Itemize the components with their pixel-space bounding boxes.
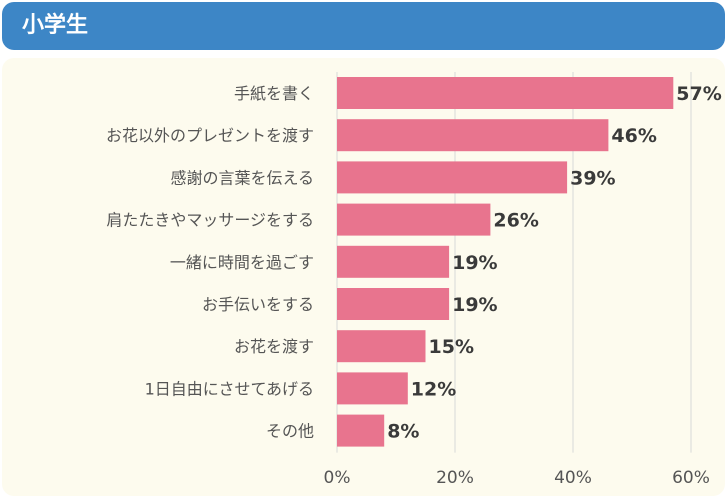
category-label: 手紙を書く (234, 84, 314, 103)
category-label: お手伝いをする (202, 295, 314, 314)
category-label: その他 (266, 422, 314, 441)
bar (337, 245, 450, 278)
bar (337, 414, 385, 447)
bar (337, 119, 609, 152)
x-tick-label: 40% (554, 468, 592, 488)
chart-title: 小学生 (22, 13, 89, 38)
chart-header: 小学生 (2, 2, 725, 50)
value-label: 19% (452, 252, 497, 274)
bar (337, 288, 450, 320)
value-label: 46% (611, 125, 656, 147)
bar (337, 77, 674, 109)
value-label: 39% (570, 167, 615, 189)
category-label: お花以外のプレゼントを渡す (106, 126, 314, 145)
value-label: 15% (429, 336, 474, 358)
category-label: 一緒に時間を過ごす (170, 253, 314, 272)
category-label: お花を渡す (234, 337, 314, 356)
value-label: 57% (676, 83, 721, 105)
bar (337, 203, 491, 236)
value-label: 26% (493, 210, 538, 232)
bar (337, 161, 568, 194)
bar (337, 330, 426, 363)
category-label: 感謝の言葉を伝える (170, 168, 314, 187)
value-label: 12% (411, 378, 456, 400)
category-label: 1日自由にさせてあげる (145, 379, 314, 398)
x-tick-label: 0% (324, 468, 351, 488)
value-label: 8% (387, 421, 419, 443)
value-label: 19% (452, 294, 497, 316)
x-tick-label: 20% (436, 468, 474, 488)
category-label: 肩たたきやマッサージをする (106, 211, 314, 230)
x-tick-label: 60% (672, 468, 710, 488)
bar (337, 372, 408, 405)
